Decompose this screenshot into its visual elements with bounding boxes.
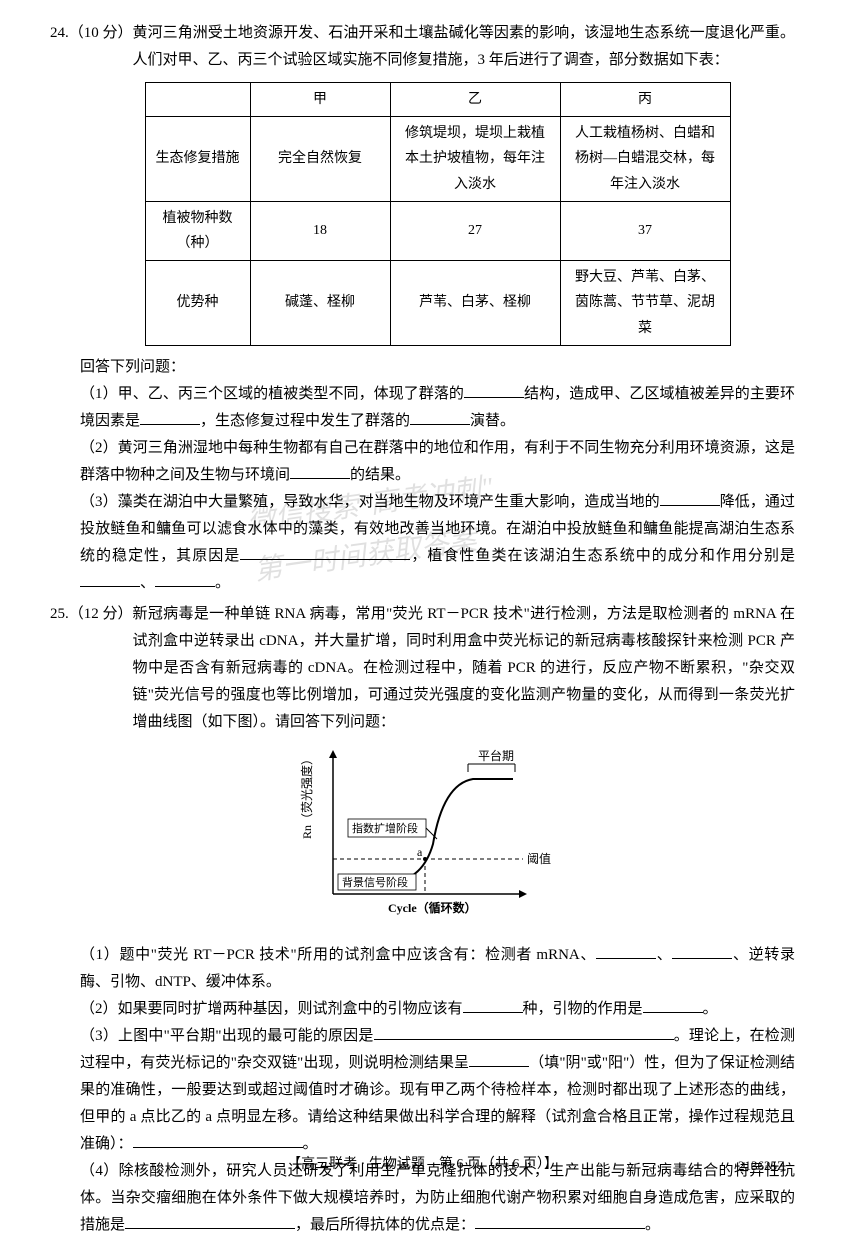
threshold-label: 阈值 [527, 851, 551, 866]
xlabel: Cycle（循环数） [388, 900, 477, 915]
th-yi: 乙 [390, 83, 560, 117]
exp-label: 指数扩增阶段 [352, 821, 418, 835]
th-jia: 甲 [250, 83, 390, 117]
row1-yi: 修筑堤坝，堤坝上栽植本土护坡植物，每年注入淡水 [390, 117, 560, 202]
row1-label: 生态修复措施 [145, 117, 250, 202]
ylabel: Rn（荧光强度） [299, 753, 314, 839]
q25-number: 25.（12 分） [50, 601, 133, 628]
row3-label: 优势种 [145, 261, 250, 346]
row3-bing: 野大豆、芦苇、白茅、茵陈蒿、节节草、泥胡菜 [560, 261, 730, 346]
row2-yi: 27 [390, 201, 560, 260]
q24-table: 甲 乙 丙 生态修复措施 完全自然恢复 修筑堤坝，堤坝上栽植本土护坡植物，每年注… [145, 82, 731, 346]
plateau-label: 平台期 [478, 748, 514, 763]
page-footer: 【高三联考 · 生物试题 第 6 页（共 6 页）】 [0, 1152, 845, 1177]
question-24: 24.（10 分） 黄河三角洲受土地资源开发、石油开采和土壤盐碱化等因素的影响，… [50, 20, 795, 597]
q24-number: 24.（10 分） [50, 20, 133, 47]
q24-sub3: （3）藻类在湖泊中大量繁殖，导致水华，对当地生物及环境产生重大影响，造成当地的降… [50, 489, 795, 597]
q25-sub1: （1）题中"荧光 RT－PCR 技术"所用的试剂盒中应该含有：检测者 mRNA、… [50, 942, 795, 996]
q24-intro: 黄河三角洲受土地资源开发、石油开采和土壤盐碱化等因素的影响，该湿地生态系统一度退… [133, 20, 795, 74]
bg-label: 背景信号阶段 [342, 875, 408, 889]
row1-bing: 人工栽植杨树、白蜡和杨树—白蜡混交林，每年注入淡水 [560, 117, 730, 202]
question-25: 25.（12 分） 新冠病毒是一种单链 RNA 病毒，常用"荧光 RT－PCR … [50, 601, 795, 1239]
point-a: a [417, 845, 423, 859]
q24-answer-prompt: 回答下列问题： [50, 354, 795, 381]
row1-jia: 完全自然恢复 [250, 117, 390, 202]
row2-label: 植被物种数（种） [145, 201, 250, 260]
row3-yi: 芦苇、白茅、柽柳 [390, 261, 560, 346]
row3-jia: 碱蓬、柽柳 [250, 261, 390, 346]
row2-bing: 37 [560, 201, 730, 260]
row2-jia: 18 [250, 201, 390, 260]
q24-sub1: （1）甲、乙、丙三个区域的植被类型不同，体现了群落的结构，造成甲、乙区域植被差异… [50, 381, 795, 435]
th-blank [145, 83, 250, 117]
q24-sub2: （2）黄河三角洲湿地中每种生物都有自己在群落中的地位和作用，有利于不同生物充分利… [50, 435, 795, 489]
q25-sub2: （2）如果要同时扩增两种基因，则试剂盒中的引物应该有种，引物的作用是。 [50, 996, 795, 1023]
q25-intro: 新冠病毒是一种单链 RNA 病毒，常用"荧光 RT－PCR 技术"进行检测，方法… [133, 601, 795, 736]
q25-chart: 平台期 指数扩增阶段 背景信号阶段 a 阈值 Rn（荧光强度） Cycle（循环… [293, 744, 553, 934]
q25-sub3: （3）上图中"平台期"出现的最可能的原因是。理论上，在检测过程中，有荧光标记的"… [50, 1023, 795, 1158]
th-bing: 丙 [560, 83, 730, 117]
page-code: 213625Z [738, 1154, 785, 1177]
